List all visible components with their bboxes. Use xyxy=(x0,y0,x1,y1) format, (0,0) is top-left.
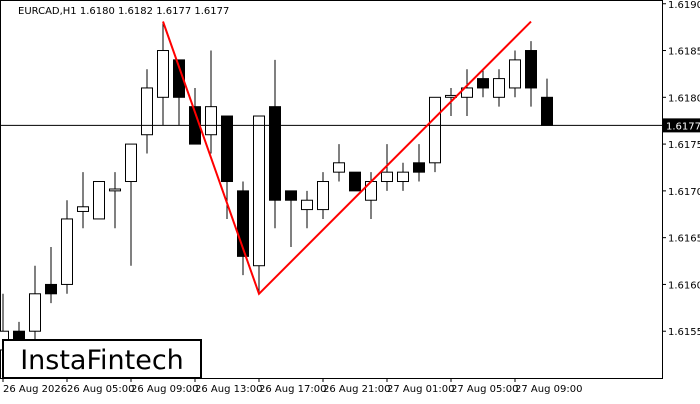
x-tick-label: 27 Aug 09:00 xyxy=(515,384,582,395)
y-tick-label: 1.6175 xyxy=(668,140,700,151)
candle-body xyxy=(205,106,217,136)
y-tick-label: 1.6190 xyxy=(668,0,700,11)
y-tick-label: 1.6185 xyxy=(668,47,700,58)
pattern-line xyxy=(162,20,532,296)
candle-body xyxy=(269,106,281,201)
chart-title: EURCAD,H1 1.6180 1.6182 1.6177 1.6177 xyxy=(18,6,229,17)
candle-body xyxy=(125,143,137,183)
x-tick-label: 27 Aug 01:00 xyxy=(387,384,454,395)
x-tick-label: 26 Aug 17:00 xyxy=(259,384,326,395)
candle-body xyxy=(285,190,297,201)
x-tick-label: 26 Aug 09:00 xyxy=(131,384,198,395)
candle-body xyxy=(461,87,473,98)
candle-body xyxy=(173,59,185,98)
candle-body xyxy=(509,59,521,89)
x-tick-label: 26 Aug 05:00 xyxy=(67,384,134,395)
logo-box xyxy=(2,339,202,379)
y-tick-label: 1.6180 xyxy=(668,93,700,104)
candle-body xyxy=(317,181,329,211)
x-tick-label: 27 Aug 05:00 xyxy=(451,384,518,395)
candle-body xyxy=(333,162,345,173)
candle-body xyxy=(141,87,153,136)
candle-body xyxy=(477,78,489,89)
candle-body xyxy=(237,190,249,257)
x-tick-label: 26 Aug 2026 xyxy=(3,384,67,395)
candle-body xyxy=(77,206,89,212)
candle-body xyxy=(493,78,505,98)
candle-body xyxy=(109,188,121,192)
candle-body xyxy=(45,283,57,295)
logo: InstaFintech xyxy=(20,345,184,376)
candle-body xyxy=(413,162,425,173)
x-tick-label: 26 Aug 13:00 xyxy=(195,384,262,395)
y-tick-label: 1.6170 xyxy=(668,187,700,198)
candle-body xyxy=(397,171,409,183)
candle-body xyxy=(221,115,233,183)
y-tick-label: 1.6160 xyxy=(668,280,700,291)
candle-body xyxy=(253,115,265,267)
candle-body xyxy=(61,218,73,285)
candle-body xyxy=(525,50,537,89)
y-tick-label: 1.6165 xyxy=(668,234,700,245)
last-price-label: 1.6177 xyxy=(666,121,700,132)
last-price-box xyxy=(663,118,700,133)
candle-body xyxy=(429,96,441,164)
candle-body xyxy=(301,199,313,211)
candle-body xyxy=(541,96,553,126)
candle-body xyxy=(29,293,41,332)
candle-body xyxy=(349,171,361,192)
x-tick-label: 26 Aug 21:00 xyxy=(323,384,390,395)
candle-body xyxy=(381,171,393,183)
candle-body xyxy=(93,181,105,220)
candle-body xyxy=(157,50,169,98)
y-tick-label: 1.6155 xyxy=(668,327,700,338)
